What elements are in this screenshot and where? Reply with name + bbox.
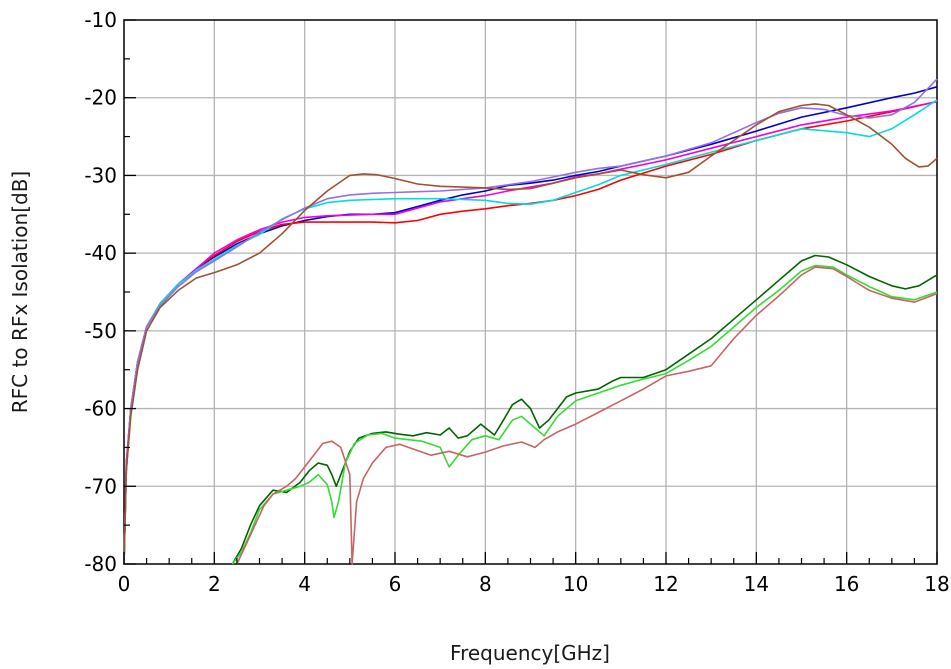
x-tick-label-5: 10 xyxy=(563,572,588,596)
series-line-5 xyxy=(123,78,938,565)
x-tick-label-6: 12 xyxy=(653,572,678,596)
x-tick-label-2: 4 xyxy=(298,572,311,596)
y-tick-labels: -80 -70 -60 -50 -40 -30 -20 -10 xyxy=(84,8,117,576)
x-tick-label-3: 6 xyxy=(389,572,402,596)
y-tick-label-6: -20 xyxy=(84,86,117,110)
x-axis-title: Frequency[GHz] xyxy=(450,641,610,665)
series-line-9 xyxy=(236,266,938,565)
y-tick-label-4: -40 xyxy=(84,241,117,265)
x-tick-label-9: 18 xyxy=(924,572,949,596)
y-tick-label-5: -30 xyxy=(84,163,117,187)
y-tick-label-3: -50 xyxy=(84,319,117,343)
y-axis-title: RFC to RFx Isolation[dB] xyxy=(8,171,32,413)
x-tick-label-4: 8 xyxy=(479,572,492,596)
x-tick-labels: 0 2 4 6 8 10 12 14 16 18 xyxy=(118,572,950,596)
tick-marks xyxy=(123,19,938,565)
x-tick-label-8: 16 xyxy=(834,572,859,596)
series-line-4 xyxy=(123,99,938,565)
x-tick-label-7: 14 xyxy=(744,572,769,596)
series-line-6 xyxy=(123,103,938,565)
y-tick-label-0: -80 xyxy=(84,552,117,576)
y-tick-label-1: -70 xyxy=(84,474,117,498)
series-line-7 xyxy=(231,254,938,565)
x-tick-label-1: 2 xyxy=(208,572,221,596)
x-tick-label-0: 0 xyxy=(118,572,131,596)
series-line-8 xyxy=(231,264,938,565)
y-tick-label-7: -10 xyxy=(84,8,117,32)
y-tick-label-2: -60 xyxy=(84,397,117,421)
series-group xyxy=(123,78,938,565)
